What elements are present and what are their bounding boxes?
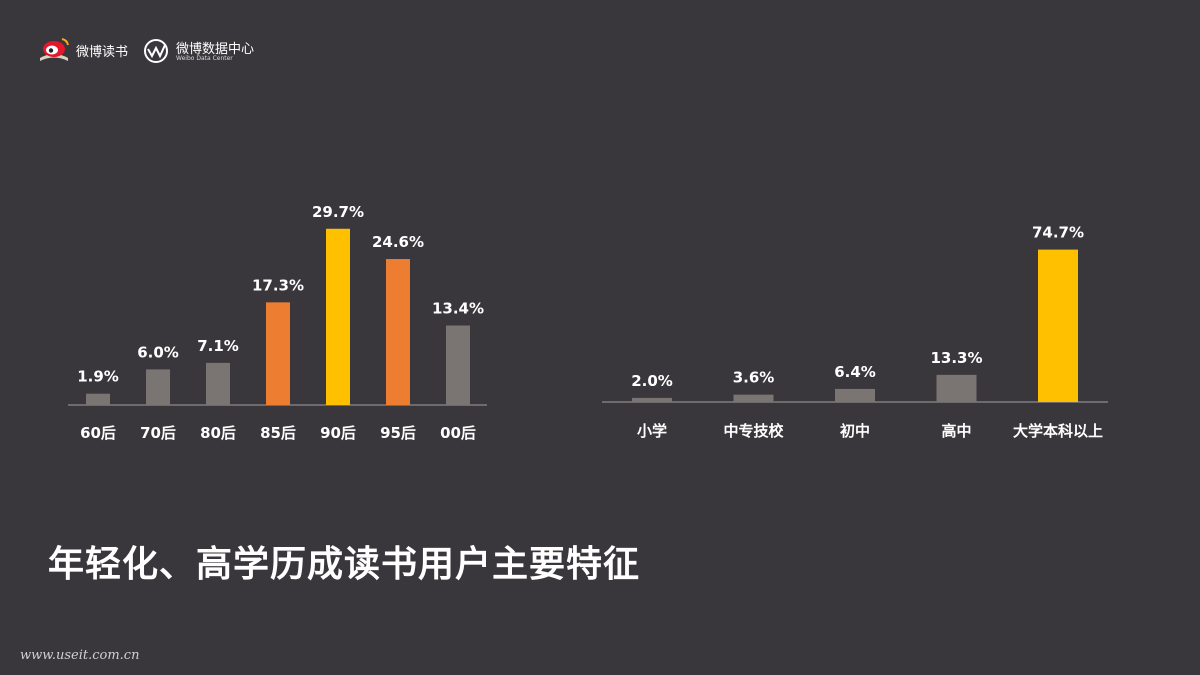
age-bar-2 (206, 362, 230, 405)
edu-category-label-0: 小学 (637, 422, 667, 440)
edu-value-label-0: 2.0% (631, 372, 673, 390)
age-bar-0 (86, 393, 110, 405)
weibo-eye-book-icon (40, 38, 69, 61)
edu-category-label-2: 初中 (840, 422, 870, 440)
age-value-label-2: 7.1% (197, 337, 239, 355)
edu-bar-3 (936, 374, 977, 402)
age-category-label-2: 80后 (200, 424, 236, 442)
age-value-label-4: 29.7% (312, 203, 364, 221)
age-category-label-0: 60后 (80, 424, 116, 442)
edu-bar-2 (835, 388, 875, 402)
age-bar-3 (266, 302, 290, 405)
watermark: www.useit.com.cn (20, 648, 140, 663)
age-value-label-6: 13.4% (432, 299, 484, 317)
weibo-data-wave-icon (144, 39, 169, 63)
age-bar-1 (146, 369, 170, 405)
page-headline: 年轻化、高学历成读书用户主要特征 (48, 544, 641, 585)
age-value-label-1: 6.0% (137, 343, 179, 361)
age-bar-chart: 1.9% 60后 6.0% 70后 7.1% 80后 17.3% 85后 29.7% 90后 24.… (68, 203, 487, 442)
edu-value-label-1: 3.6% (733, 369, 775, 387)
edu-category-label-1: 中专技校 (723, 422, 784, 440)
age-category-label-1: 70后 (140, 424, 176, 442)
weibo-data-sublabel: Weibo Data Center (176, 55, 233, 62)
edu-bar-4 (1038, 249, 1078, 402)
weibo-data-label: 微博数据中心 (176, 42, 255, 57)
edu-bar-1 (733, 394, 774, 402)
charts-area: 1.9% 60后 6.0% 70后 7.1% 80后 17.3% 85后 29.7% 90后 24.… (68, 203, 1108, 442)
edu-value-label-2: 6.4% (834, 363, 876, 381)
edu-value-label-4: 74.7% (1032, 224, 1084, 242)
edu-category-label-4: 大学本科以上 (1013, 422, 1103, 440)
age-category-label-4: 90后 (320, 424, 356, 442)
weibo-reading-logo: 微博读书 (36, 36, 128, 64)
education-bar-chart: 2.0% 小学 3.6% 中专技校 6.4% 初中 13.3% 高中 74.7% 大学本科以上 (602, 224, 1108, 440)
weibo-reading-label: 微博读书 (76, 44, 129, 60)
edu-category-label-3: 高中 (941, 422, 971, 440)
edu-bar-0 (632, 397, 672, 402)
age-category-label-5: 95后 (380, 424, 416, 442)
weibo-data-logo: 微博数据中心 Weibo Data Center (142, 36, 254, 64)
age-bar-6 (446, 325, 470, 405)
age-value-label-5: 24.6% (372, 233, 424, 251)
edu-value-label-3: 13.3% (930, 349, 982, 367)
age-bar-5 (386, 259, 410, 405)
age-bar-4 (326, 228, 350, 405)
age-category-label-6: 00后 (440, 424, 476, 442)
logo-bar: 微博读书 微博数据中心 Weibo Data Center (36, 36, 254, 64)
age-value-label-3: 17.3% (252, 276, 304, 294)
age-value-label-0: 1.9% (77, 368, 119, 386)
age-category-label-3: 85后 (260, 424, 296, 442)
